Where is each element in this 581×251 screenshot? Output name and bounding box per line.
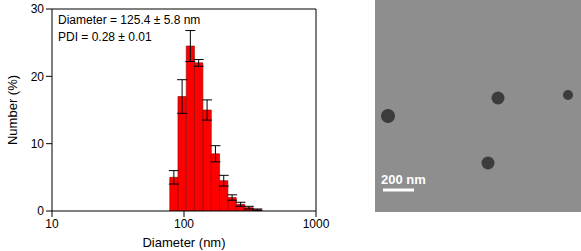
- svg-text:30: 30: [31, 2, 45, 16]
- svg-text:1000: 1000: [303, 217, 330, 231]
- svg-text:100: 100: [174, 217, 194, 231]
- svg-text:Number (%): Number (%): [5, 75, 20, 145]
- svg-text:10: 10: [45, 217, 59, 231]
- html-text:PDI = 0.28 ± 0.01: PDI = 0.28 ± 0.01: [58, 30, 152, 44]
- svg-text:10: 10: [31, 137, 45, 151]
- svg-text:200 nm: 200 nm: [381, 172, 426, 187]
- html-text:Diameter = 125.4 ± 5.8 nm: Diameter = 125.4 ± 5.8 nm: [58, 13, 201, 27]
- svg-text:0: 0: [37, 204, 44, 218]
- svg-text:Diameter (nm): Diameter (nm): [142, 235, 225, 250]
- svg-text:20: 20: [31, 70, 45, 84]
